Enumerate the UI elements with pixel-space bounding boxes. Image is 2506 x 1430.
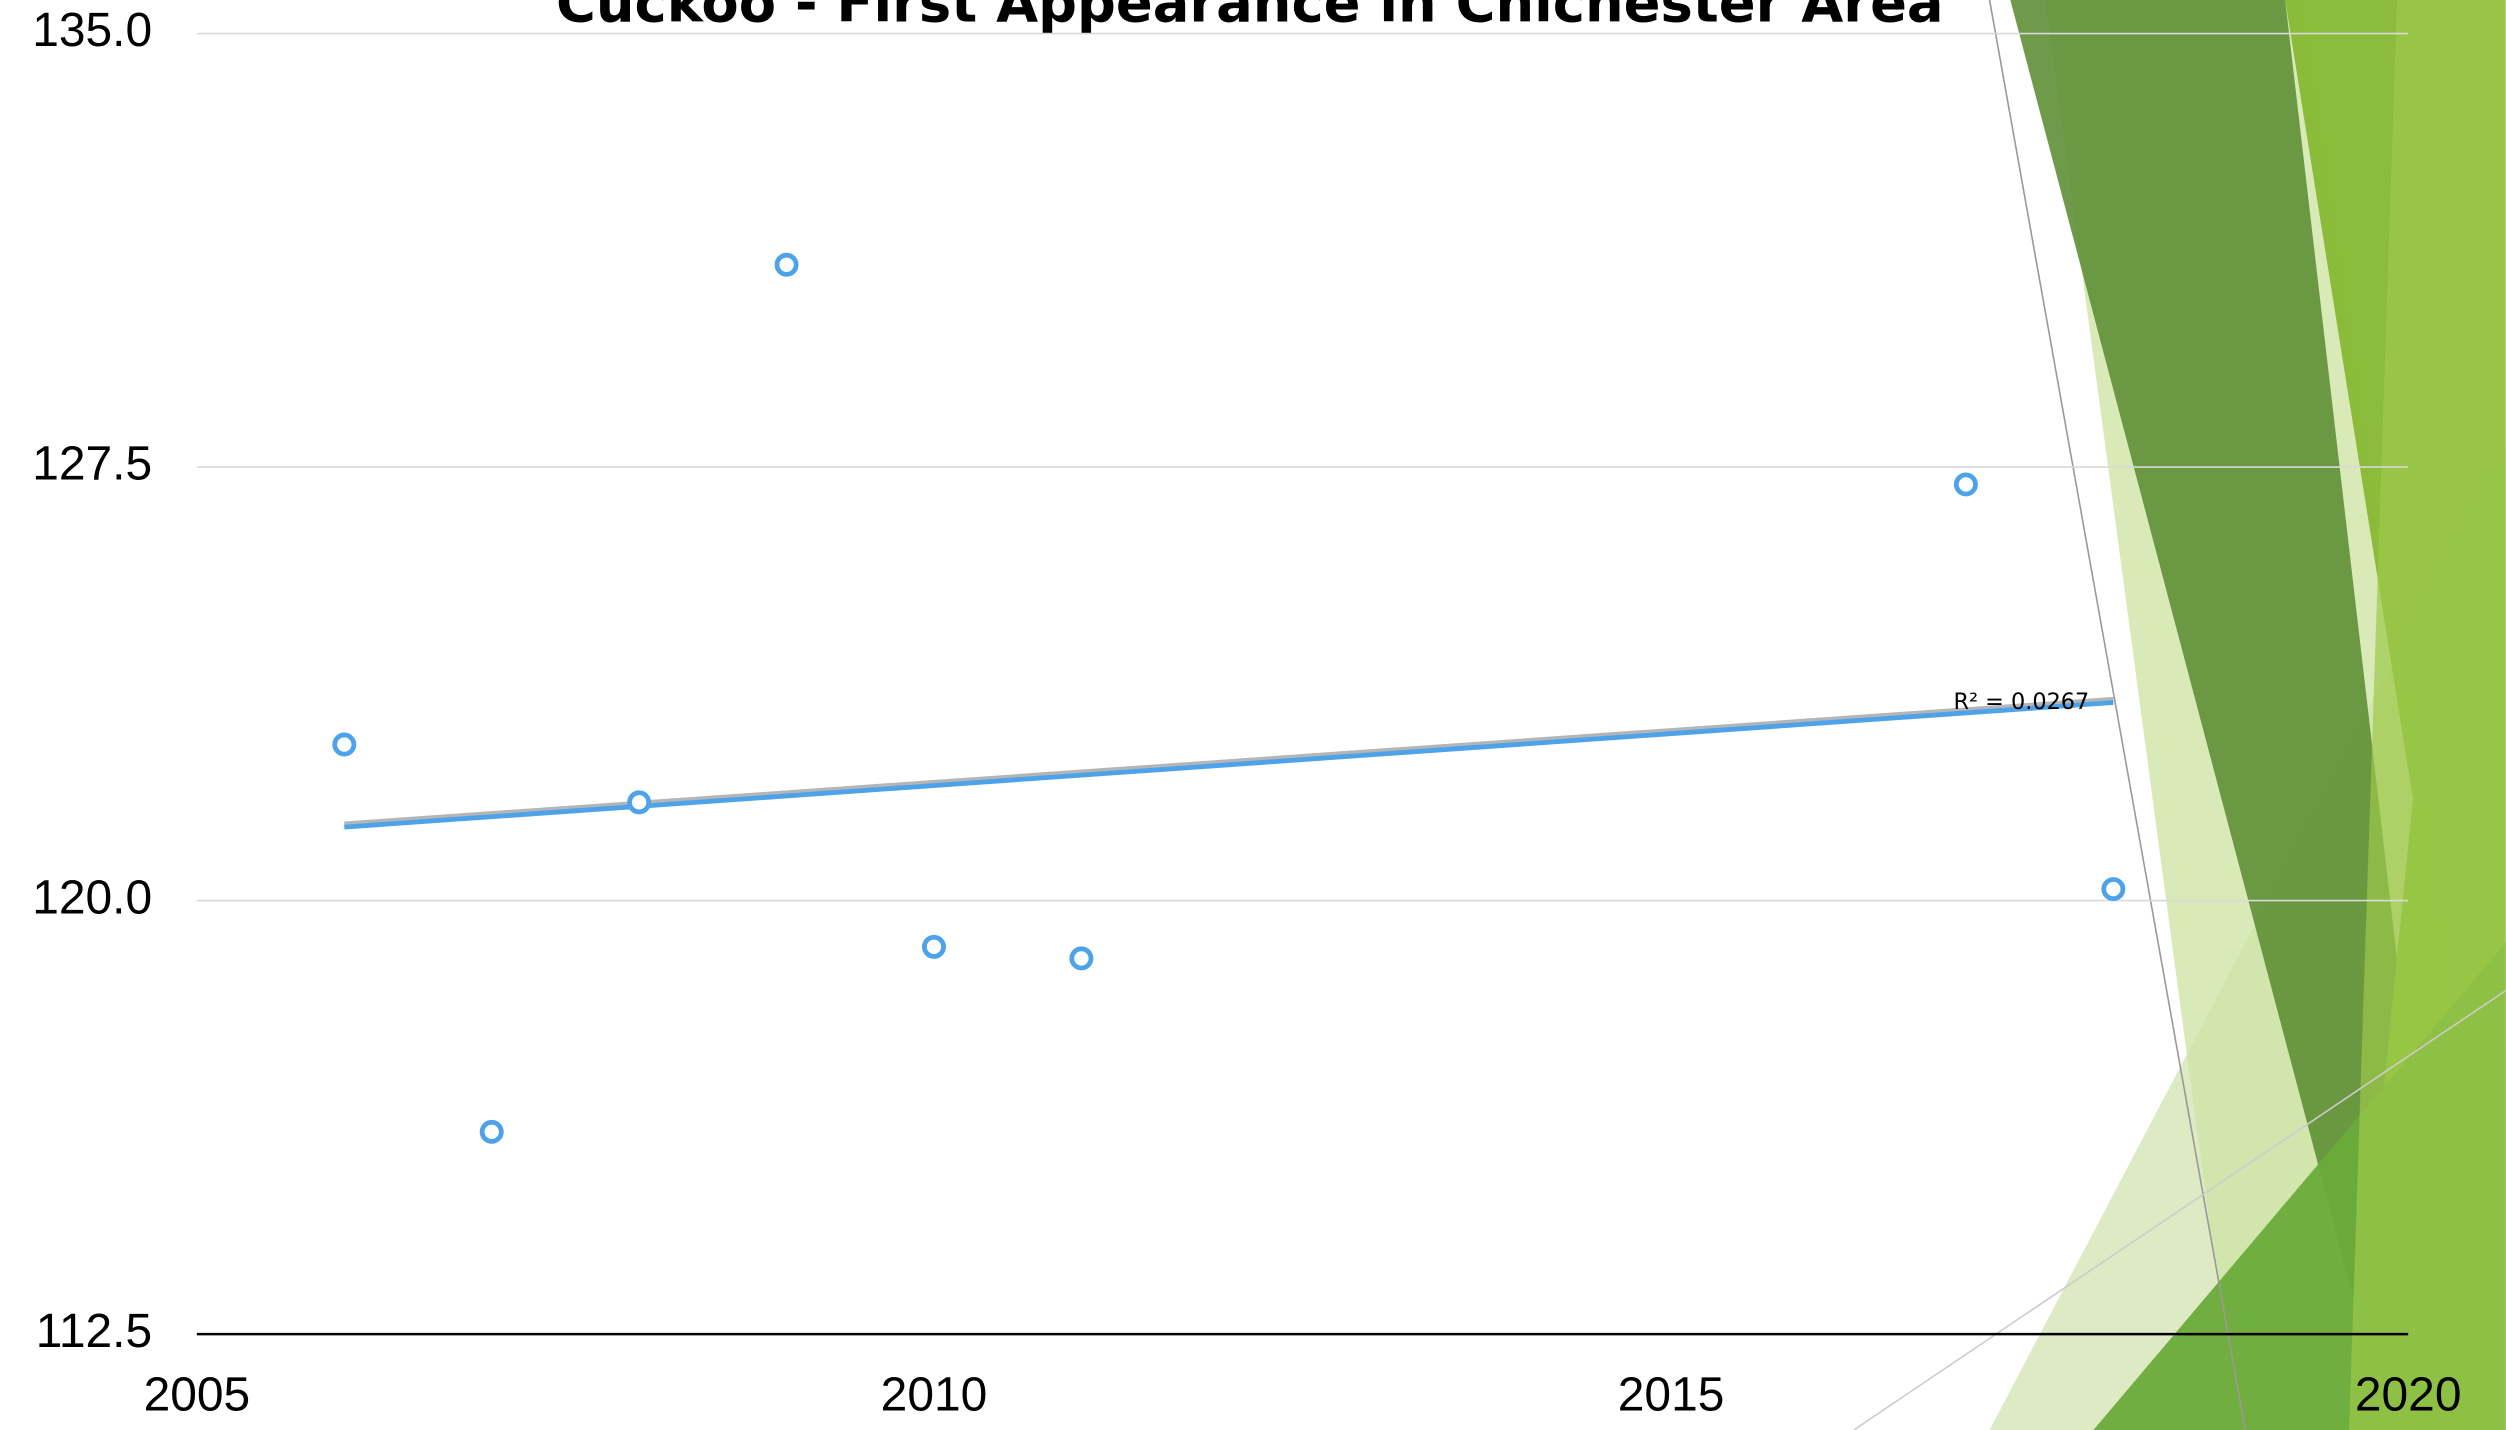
x-tick-label: 2015 [1618,1369,1725,1422]
background-decoration [1853,0,2506,1430]
data-point [1069,946,1094,971]
data-point [627,790,652,815]
data-point [1953,472,1978,497]
data-point [921,934,946,959]
y-tick-label: 127.5 [32,438,152,491]
data-point [479,1119,504,1144]
trendline-annotation: R² = 0.0267 [1954,689,2090,715]
y-tick-label: 120.0 [32,871,152,924]
data-point [332,732,357,757]
trendline [344,700,2114,830]
x-tick-label: 2010 [881,1369,988,1422]
x-tick-label: 2005 [144,1369,251,1422]
y-tick-label: 112.5 [36,1305,152,1358]
data-point [774,252,799,277]
data-point [2101,877,2126,902]
y-tick-label: 135.0 [32,4,152,57]
x-tick-label: 2020 [2355,1369,2462,1422]
chart-title: Cuckoo - First Appearance in Chichester … [556,0,1944,35]
trendline-shadow [344,696,2114,827]
